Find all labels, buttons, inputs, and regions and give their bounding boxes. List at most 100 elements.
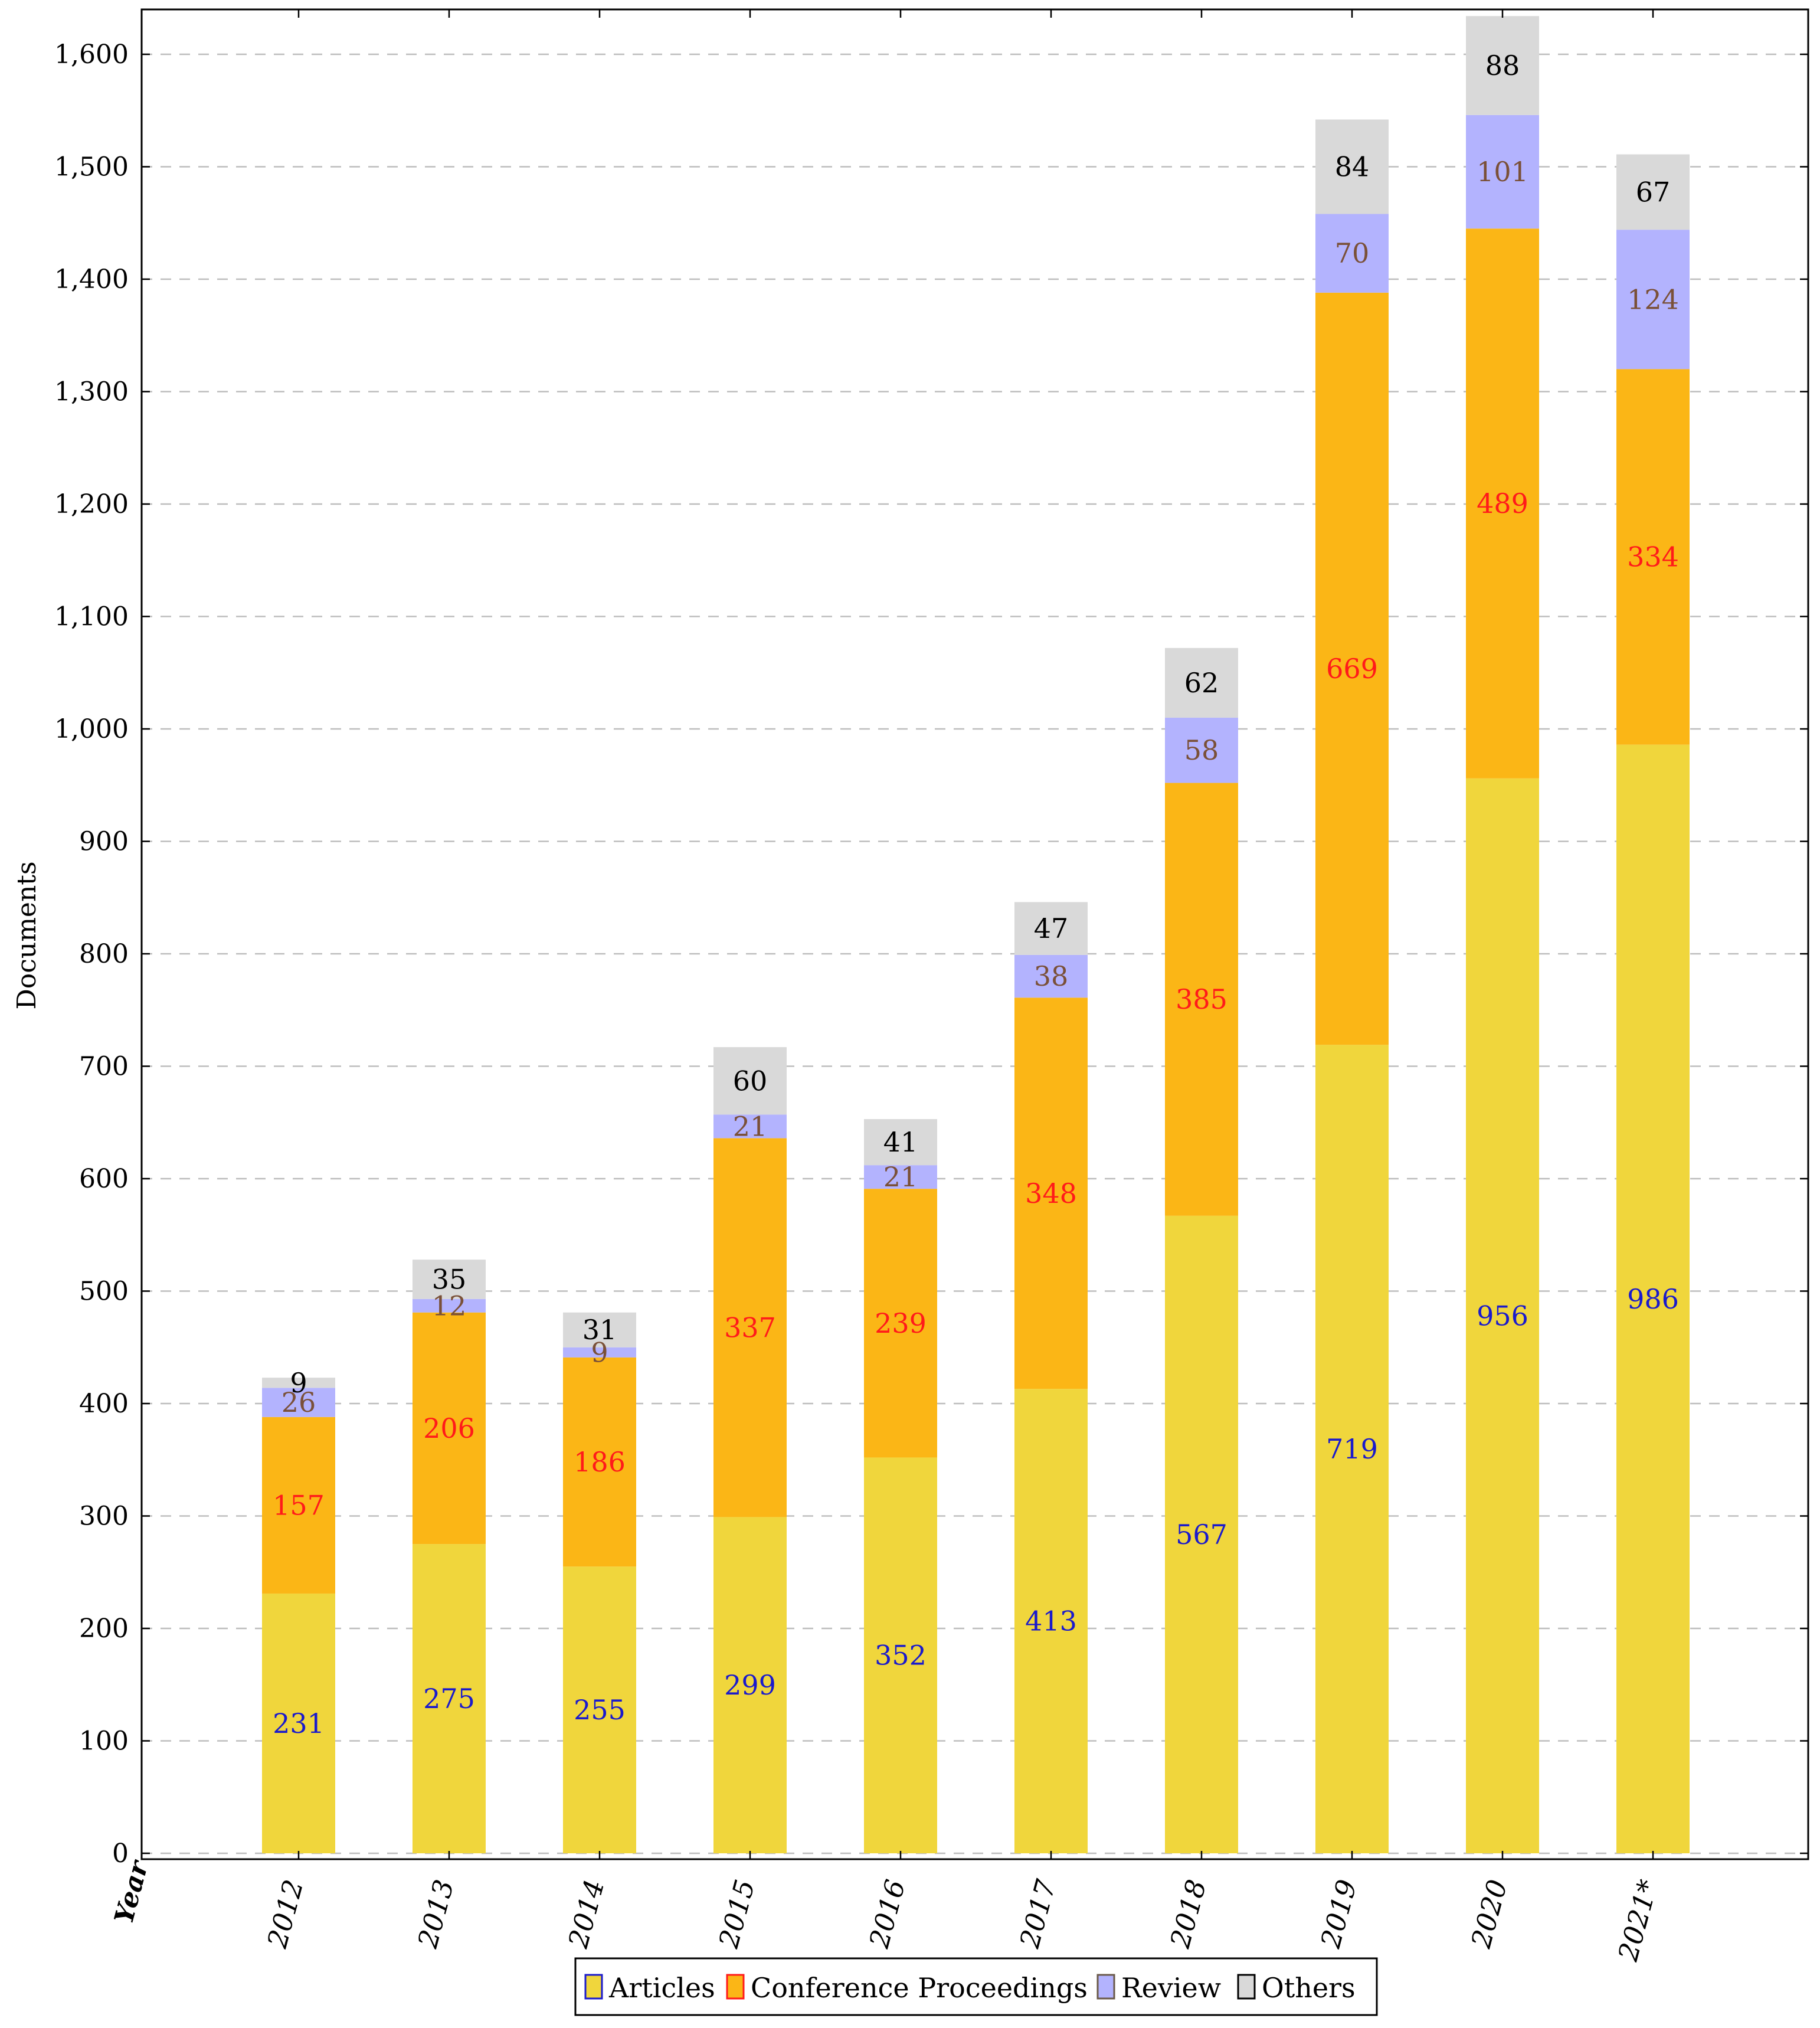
bar-value-label: 9 <box>591 1336 608 1368</box>
bar-segment <box>262 1593 335 1853</box>
y-tick-label: 400 <box>79 1389 129 1419</box>
bar-segment <box>1616 369 1690 745</box>
x-tick-label: 2016 <box>863 1876 912 1952</box>
bar-segment <box>1616 744 1690 1853</box>
bar-segment <box>262 1417 335 1594</box>
bar-value-label: 352 <box>875 1640 927 1672</box>
bar-value-label: 385 <box>1176 983 1227 1015</box>
bar-value-label: 299 <box>724 1669 776 1701</box>
x-tick-label: 2020 <box>1465 1876 1514 1952</box>
bar-value-label: 101 <box>1477 156 1528 188</box>
bar-segment <box>563 1347 636 1358</box>
bar-value-label: 231 <box>273 1708 325 1739</box>
y-tick-label: 1,600 <box>54 40 129 70</box>
legend-label: Others <box>1262 1972 1356 2004</box>
bar-segment <box>1014 997 1088 1389</box>
bar-value-label: 58 <box>1184 734 1219 766</box>
plot-frame <box>140 8 1809 1860</box>
bar-value-label: 986 <box>1627 1283 1679 1315</box>
y-tick-label: 1,300 <box>54 377 129 407</box>
bar-segment <box>1014 1389 1088 1853</box>
bar-value-label: 35 <box>432 1263 467 1295</box>
bar-value-label: 239 <box>875 1307 927 1339</box>
legend-swatch <box>584 1974 603 2000</box>
bar-value-label: 489 <box>1477 488 1528 519</box>
bar-segment <box>563 1566 636 1853</box>
bar-value-label: 956 <box>1477 1300 1528 1332</box>
bar-segment <box>713 1047 787 1115</box>
y-tick-label: 1,100 <box>54 602 129 632</box>
gridlines <box>142 53 1808 1854</box>
bar-segment <box>1315 119 1389 214</box>
y-tick-label: 600 <box>79 1164 129 1194</box>
bar-segment <box>864 1165 937 1189</box>
bar-segment <box>713 1517 787 1853</box>
bar-value-label: 337 <box>724 1311 776 1343</box>
bars <box>262 16 1690 1853</box>
bar-value-label: 84 <box>1335 151 1370 183</box>
x-tick-label: 2015 <box>712 1876 761 1952</box>
legend-label: Articles <box>608 1972 715 2004</box>
bar-value-label: 124 <box>1627 283 1679 315</box>
bar-value-label: 719 <box>1326 1433 1378 1465</box>
legend-label: Conference Proceedings <box>751 1972 1088 2004</box>
x-tick-label: 2013 <box>411 1876 460 1952</box>
bar-segment <box>1466 16 1539 115</box>
bar-value-label: 567 <box>1176 1519 1227 1551</box>
bar-value-label: 348 <box>1025 1177 1077 1209</box>
legend-swatch <box>726 1974 745 2000</box>
bar-segment <box>1014 954 1088 998</box>
bar-segment <box>262 1378 335 1388</box>
y-tick-label: 800 <box>79 939 129 969</box>
bar-value-label: 157 <box>273 1489 325 1521</box>
x-tick-label: 2012 <box>261 1876 310 1952</box>
bar-segment <box>1165 1215 1238 1853</box>
bar-value-label: 12 <box>432 1290 467 1322</box>
y-tick-label: 500 <box>79 1277 129 1307</box>
bar-segment <box>864 1119 937 1166</box>
x-tick-label: 2018 <box>1164 1876 1213 1952</box>
bar-segment <box>413 1298 486 1313</box>
data-labels: 2311572692752061235255186931299337216035… <box>273 50 1679 1739</box>
bar-segment <box>563 1357 636 1567</box>
y-tick-label: 900 <box>79 827 129 857</box>
bar-value-label: 62 <box>1184 667 1219 699</box>
bar-value-label: 413 <box>1025 1605 1077 1637</box>
bar-value-label: 26 <box>281 1386 316 1418</box>
y-tick-label: 300 <box>79 1502 129 1532</box>
bar-value-label: 38 <box>1034 960 1069 992</box>
bar-value-label: 21 <box>733 1110 768 1142</box>
y-tick-label: 0 <box>112 1839 129 1869</box>
y-axis-label: Documents <box>12 861 42 1009</box>
y-axis: 0 100 200 300 400 500 600 700 800 900 1,000 1,100 1,… <box>54 40 1808 1869</box>
x-tick-label: 2021* <box>1612 1876 1664 1965</box>
bar-value-label: 206 <box>423 1412 475 1444</box>
bar-value-label: 88 <box>1485 50 1520 81</box>
y-tick-label: 100 <box>79 1726 129 1756</box>
bar-segment <box>1466 778 1539 1853</box>
bar-segment <box>1616 230 1690 369</box>
bar-value-label: 255 <box>574 1694 626 1726</box>
bar-value-label: 70 <box>1335 237 1370 269</box>
y-tick-label: 1,500 <box>54 152 129 182</box>
bar-segment <box>1616 154 1690 230</box>
y-tick-label: 1,400 <box>54 264 129 295</box>
bar-segment <box>563 1312 636 1347</box>
bar-segment <box>413 1312 486 1545</box>
bar-segment <box>1466 115 1539 229</box>
bar-segment <box>1014 902 1088 955</box>
bar-value-label: 186 <box>574 1446 626 1478</box>
x-tick-label: 2014 <box>562 1876 611 1952</box>
bar-segment <box>262 1388 335 1417</box>
bar-segment <box>713 1114 787 1139</box>
bar-value-label: 275 <box>423 1683 475 1715</box>
bar-segment <box>1165 783 1238 1216</box>
bar-value-label: 9 <box>290 1367 307 1399</box>
bar-value-label: 334 <box>1627 541 1679 573</box>
y-tick-label: 700 <box>79 1052 129 1082</box>
bar-segment <box>1315 214 1389 293</box>
bar-segment <box>1165 717 1238 783</box>
bar-value-label: 67 <box>1636 176 1671 208</box>
bar-value-label: 47 <box>1034 912 1069 944</box>
